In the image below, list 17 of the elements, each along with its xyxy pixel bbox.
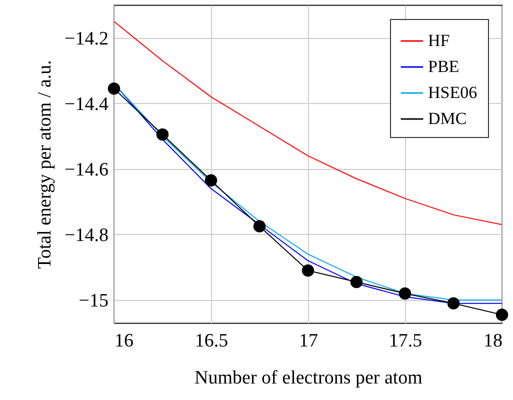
x-tick-label: 16 (114, 330, 134, 352)
x-tick-label: 17.5 (388, 330, 422, 352)
legend-label: HSE06 (428, 83, 478, 102)
x-tick-label: 18 (484, 330, 502, 352)
y-axis-title: Total energy per atom / a.u. (34, 60, 56, 269)
legend-label: HF (428, 31, 450, 50)
y-tick-label: −14.8 (64, 224, 108, 246)
x-axis-title: Number of electrons per atom (194, 368, 423, 388)
line-series (114, 20, 502, 226)
y-tick-label: −14.4 (64, 94, 109, 115)
y-tick-label: −15 (78, 290, 108, 312)
y-tick-label: −14.2 (64, 28, 108, 50)
x-tick-label: 17 (299, 330, 318, 352)
x-tick-label: 16.5 (194, 330, 228, 352)
legend-label: PBE (428, 57, 460, 76)
legend-label: DMC (428, 109, 467, 128)
y-tick-label: −14.6 (64, 159, 108, 180)
